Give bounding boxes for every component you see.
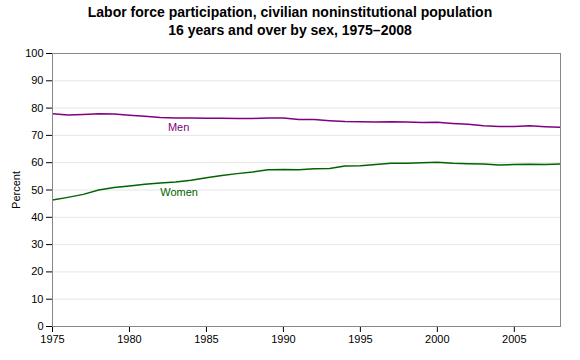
- svg-text:Percent: Percent: [10, 171, 22, 209]
- svg-text:1985: 1985: [194, 333, 218, 345]
- svg-text:1980: 1980: [117, 333, 141, 345]
- svg-text:90: 90: [31, 74, 43, 86]
- svg-text:80: 80: [31, 102, 43, 114]
- svg-text:100: 100: [25, 47, 43, 59]
- svg-text:60: 60: [31, 156, 43, 168]
- html-text:Labor force participation, civ: Labor force participation, civilian noni…: [87, 4, 493, 38]
- svg-text:20: 20: [31, 265, 43, 277]
- svg-text:Men: Men: [168, 121, 189, 133]
- svg-text:40: 40: [31, 211, 43, 223]
- svg-text:10: 10: [31, 293, 43, 305]
- svg-text:2000: 2000: [425, 333, 449, 345]
- svg-text:1990: 1990: [271, 333, 295, 345]
- svg-text:1995: 1995: [348, 333, 372, 345]
- svg-text:50: 50: [31, 184, 43, 196]
- svg-text:2005: 2005: [502, 333, 526, 345]
- svg-text:30: 30: [31, 238, 43, 250]
- svg-text:0: 0: [37, 320, 43, 332]
- svg-text:Women: Women: [160, 186, 198, 198]
- svg-text:70: 70: [31, 129, 43, 141]
- svg-text:1975: 1975: [40, 333, 64, 345]
